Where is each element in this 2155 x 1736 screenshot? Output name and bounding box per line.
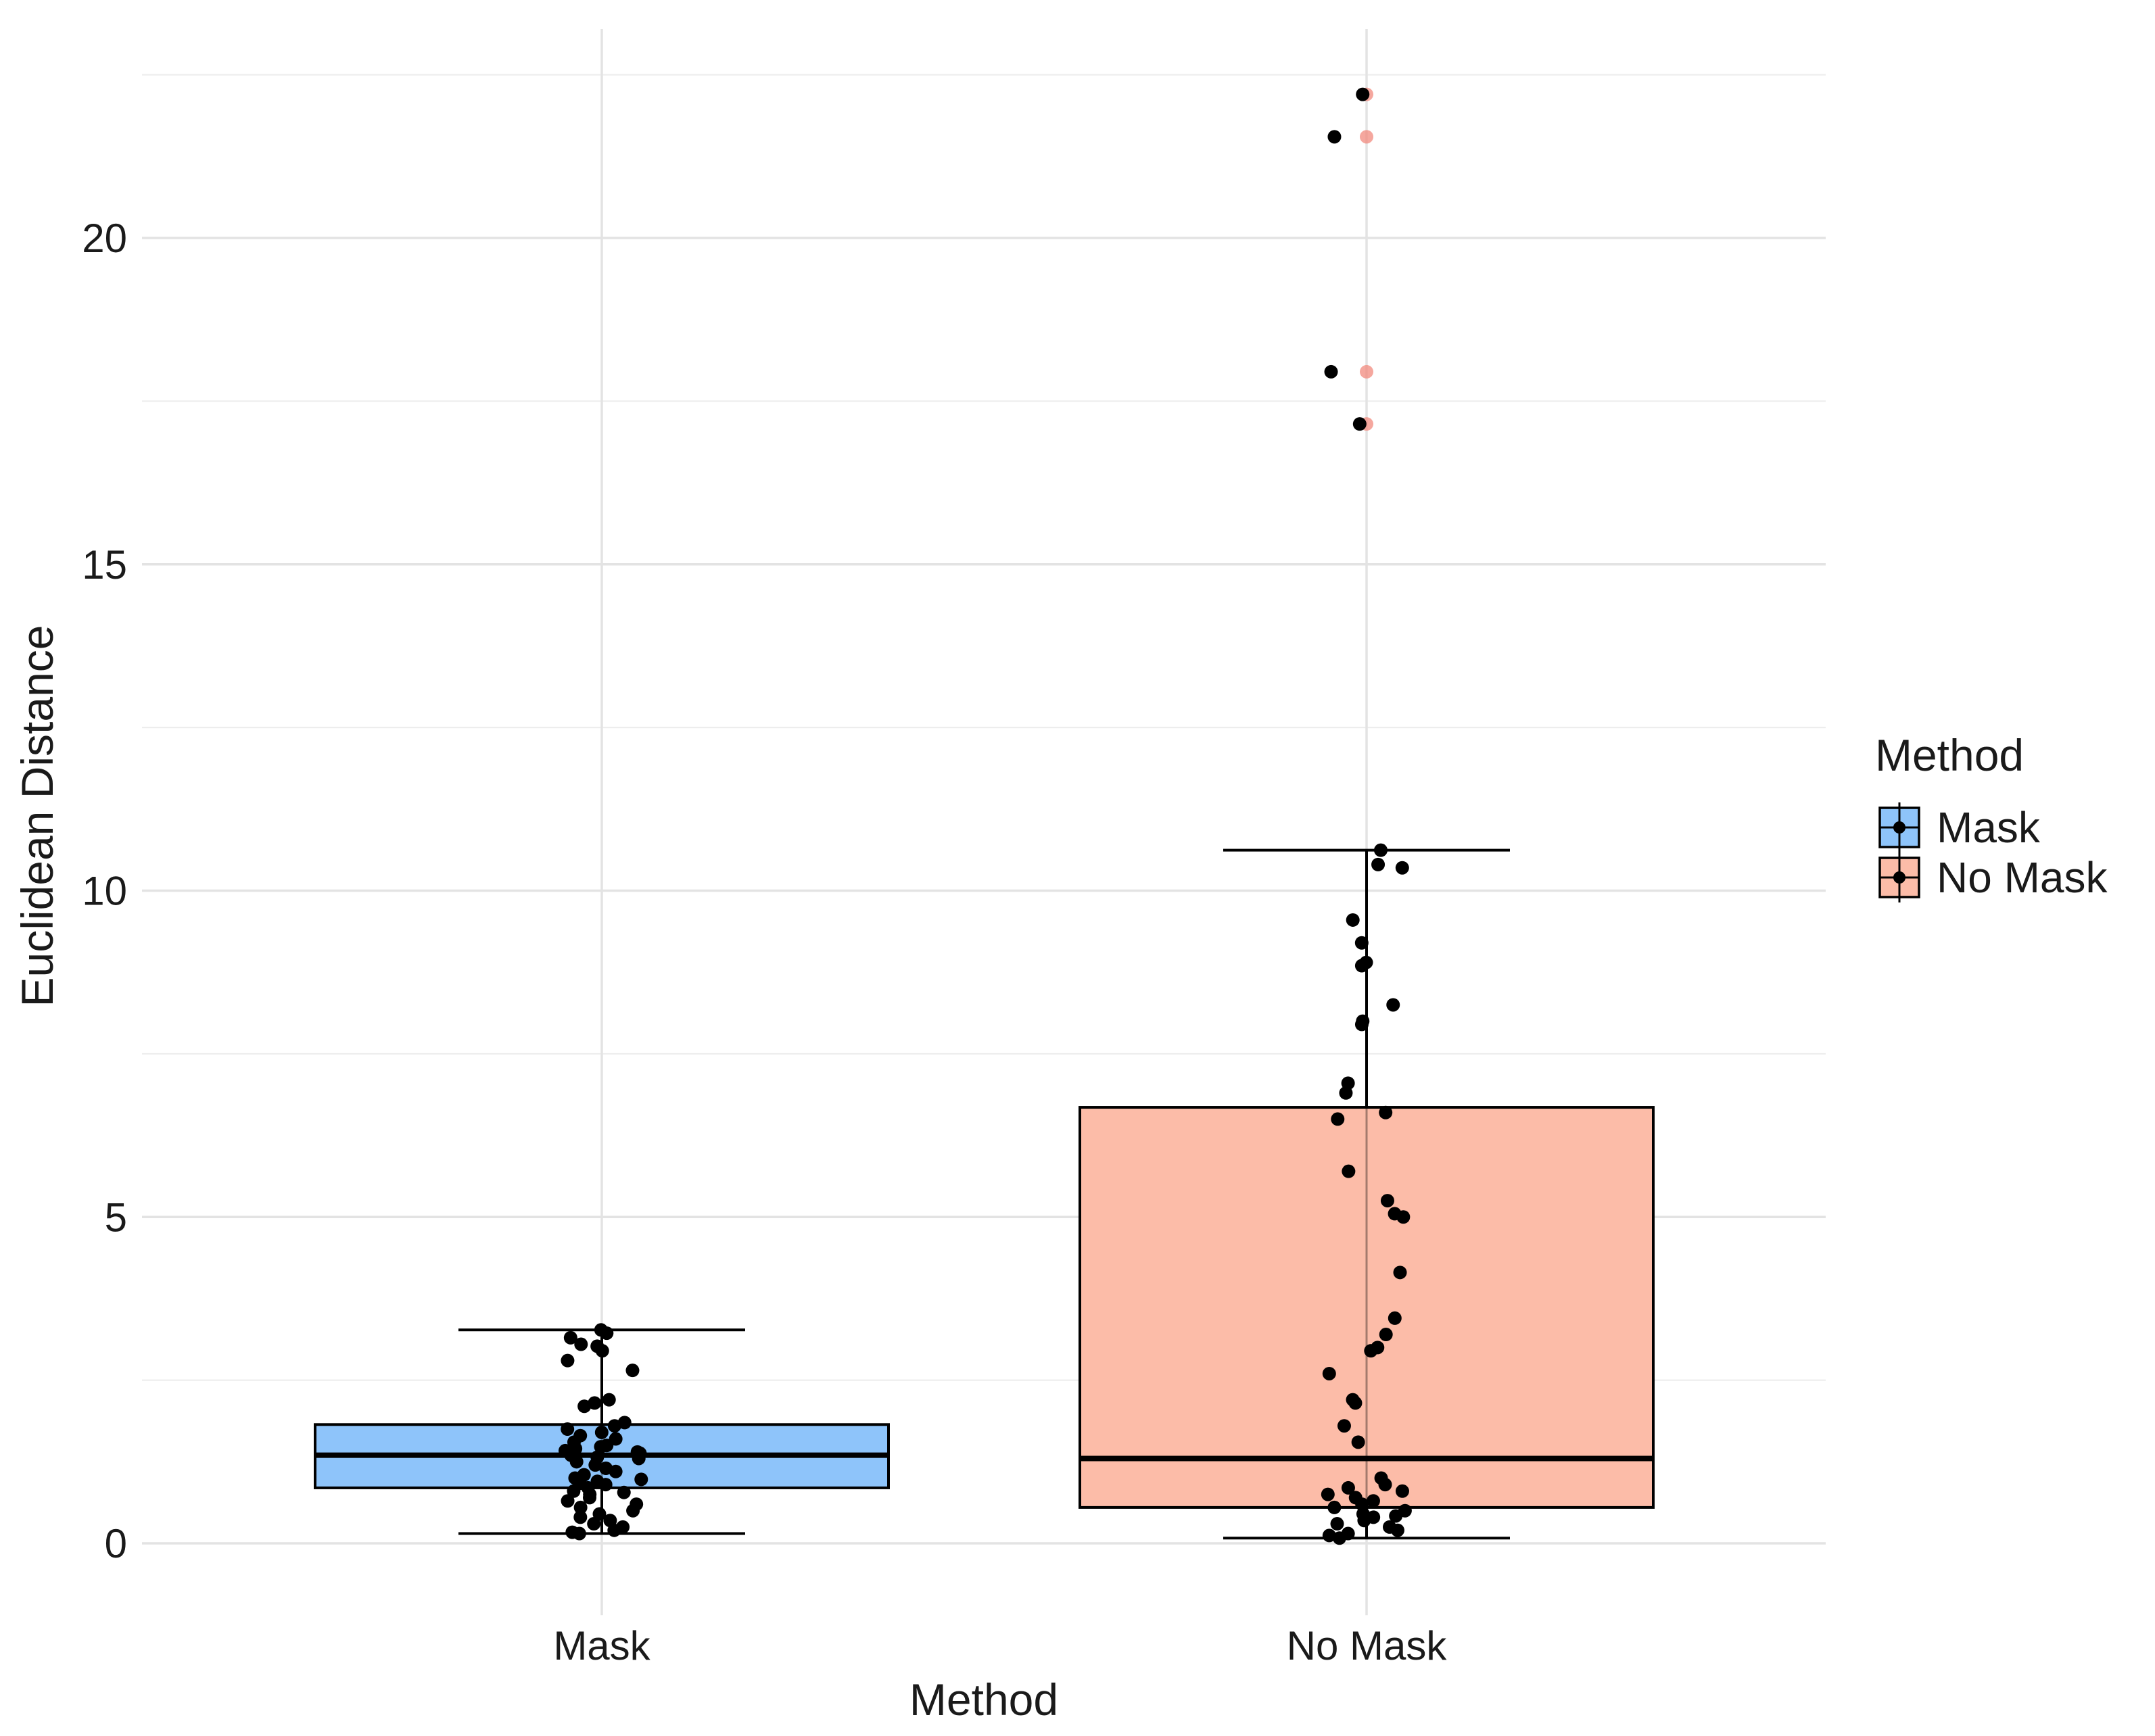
data-point	[609, 1464, 623, 1478]
box-no-mask	[1079, 87, 1655, 1540]
data-point	[1330, 1517, 1344, 1531]
data-point	[1354, 936, 1369, 950]
data-point	[1395, 861, 1409, 875]
data-point	[1390, 1523, 1404, 1537]
data-point	[573, 1510, 588, 1524]
data-point	[1341, 1480, 1355, 1495]
data-point	[588, 1396, 602, 1410]
data-point	[1339, 1086, 1353, 1100]
y-tick-label: 10	[82, 869, 127, 914]
data-point	[1332, 1531, 1346, 1545]
data-point	[1373, 843, 1388, 857]
data-point	[1321, 1487, 1335, 1501]
data-point	[573, 1500, 588, 1514]
data-point	[1356, 87, 1370, 101]
data-point	[1352, 417, 1367, 431]
data-point	[569, 1455, 584, 1469]
data-point	[1396, 1210, 1411, 1224]
data-point	[1389, 1509, 1403, 1523]
data-point	[574, 1337, 588, 1351]
y-tick-label: 5	[105, 1195, 127, 1240]
x-tick-label: No Mask	[1287, 1623, 1448, 1668]
data-point	[1322, 1528, 1336, 1543]
legend-key-point	[1893, 821, 1905, 834]
data-point	[617, 1485, 631, 1499]
legend-title: Method	[1875, 730, 2024, 780]
data-point	[1327, 1500, 1342, 1514]
data-point	[1348, 1396, 1363, 1410]
data-point	[1388, 1311, 1402, 1325]
y-tick-label: 0	[105, 1521, 127, 1566]
jitter-points	[559, 87, 1412, 1545]
data-point	[1337, 1419, 1351, 1433]
y-tick-label: 15	[82, 542, 127, 587]
legend-item-no-mask: No Mask	[1878, 852, 2108, 902]
data-point	[632, 1451, 646, 1466]
data-point	[1357, 1514, 1371, 1528]
legend-key-point	[1893, 871, 1905, 884]
data-point	[1371, 857, 1386, 871]
x-tick-labels: Mask No Mask	[553, 1623, 1447, 1668]
legend-label: Mask	[1937, 803, 2041, 852]
data-point	[587, 1517, 601, 1531]
data-point	[1355, 1497, 1369, 1512]
data-point	[1324, 364, 1338, 379]
data-point	[1379, 1105, 1393, 1119]
data-point	[602, 1393, 616, 1407]
data-point	[563, 1330, 577, 1345]
data-point	[594, 1425, 609, 1439]
data-point	[567, 1484, 581, 1498]
data-point	[561, 1422, 575, 1437]
x-tick-label: Mask	[553, 1623, 650, 1668]
data-point	[625, 1364, 640, 1378]
data-point	[1379, 1328, 1393, 1342]
data-point	[598, 1478, 613, 1492]
outlier-point	[1360, 130, 1373, 144]
data-point	[1354, 1017, 1369, 1032]
data-point	[588, 1458, 602, 1472]
data-point	[1327, 130, 1342, 144]
data-point	[1364, 1344, 1378, 1358]
data-point	[592, 1507, 607, 1521]
data-point	[594, 1440, 608, 1454]
data-point	[1366, 1494, 1380, 1508]
y-tick-label: 20	[82, 216, 127, 261]
legend-item-mask: Mask	[1878, 802, 2041, 852]
data-point	[1386, 998, 1400, 1012]
outlier-point	[1360, 364, 1373, 379]
data-point	[577, 1399, 592, 1414]
data-point	[561, 1353, 575, 1368]
x-axis-title: Method	[909, 1674, 1058, 1725]
data-point	[1331, 1112, 1345, 1126]
data-point	[600, 1326, 614, 1341]
data-point	[1342, 1164, 1356, 1178]
data-point	[1393, 1265, 1407, 1280]
data-point	[1351, 1435, 1365, 1449]
major-gridlines	[142, 29, 1826, 1616]
data-point	[1322, 1366, 1336, 1380]
data-point	[607, 1419, 621, 1433]
data-point	[1354, 959, 1369, 973]
boxes	[314, 87, 1655, 1540]
y-axis-title: Euclidean Distance	[12, 625, 62, 1007]
data-point	[634, 1472, 648, 1487]
data-point	[583, 1491, 597, 1505]
data-point	[607, 1523, 621, 1537]
data-point	[1378, 1478, 1392, 1492]
data-point	[595, 1344, 609, 1358]
data-point	[1380, 1194, 1394, 1208]
data-point	[1395, 1484, 1409, 1498]
data-point	[626, 1503, 640, 1518]
data-point	[561, 1494, 575, 1508]
data-point	[1346, 913, 1360, 927]
y-tick-labels: 0 5 10 15 20	[82, 216, 127, 1566]
data-point	[572, 1526, 586, 1541]
legend-label: No Mask	[1937, 853, 2108, 902]
